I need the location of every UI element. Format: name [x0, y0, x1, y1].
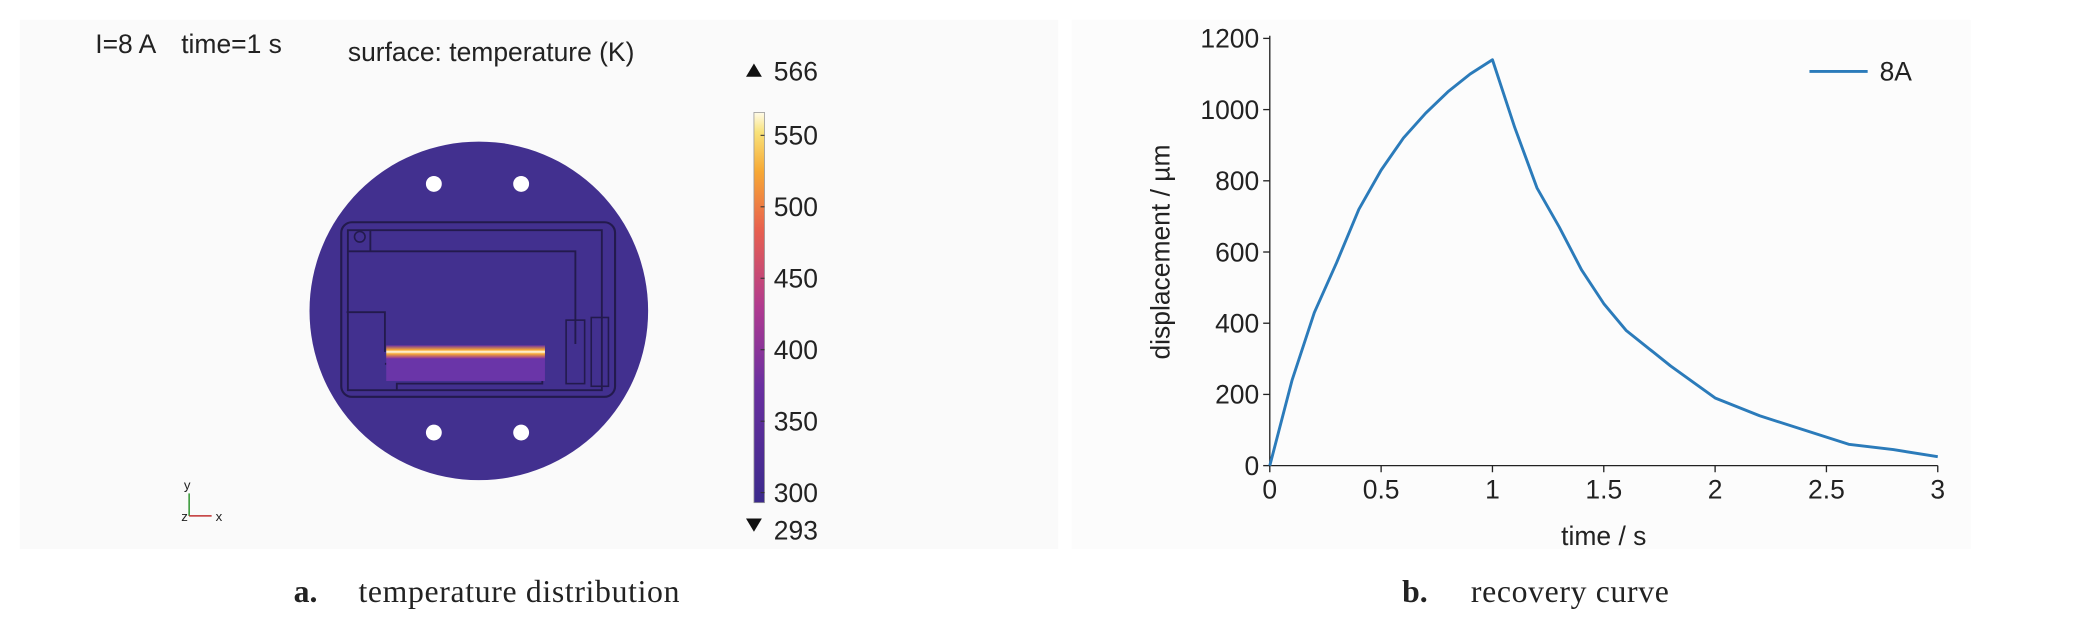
colorbar-gradient [753, 112, 765, 504]
y-tick-label: 400 [1215, 308, 1259, 338]
heated-strip [386, 345, 545, 359]
colorbar-tick-label: 500 [774, 192, 818, 222]
caption-label: b. [1402, 574, 1428, 609]
hole [513, 424, 530, 441]
hole [425, 175, 442, 192]
hole [425, 424, 442, 441]
outline-circle [353, 230, 366, 243]
panel-b-background [1071, 19, 1971, 549]
x-tick-label: 0.5 [1363, 475, 1400, 505]
chart: 0 200 400 600 800 1000 1200 0 0.5 1 1.5 2 2.5 3 time /… [1145, 24, 1945, 551]
x-tick-label: 1.5 [1585, 475, 1622, 505]
colorbar-max: 566 [774, 57, 818, 87]
colorbar: 566 293 300 350 400 450 500 550 [746, 57, 818, 546]
hole [513, 175, 530, 192]
triad-label: y [184, 477, 191, 492]
model-geometry [309, 141, 649, 481]
triad-label: x [216, 509, 223, 524]
caption-label: a. [294, 574, 318, 609]
y-tick-label: 1000 [1200, 95, 1259, 125]
x-tick-label: 1 [1485, 475, 1500, 505]
x-tick-label: 2.5 [1808, 475, 1845, 505]
triad-label: z [181, 509, 188, 524]
y-tick-label: 600 [1215, 237, 1259, 267]
colorbar-min: 293 [774, 516, 818, 546]
y-tick-label: 800 [1215, 166, 1259, 196]
colorbar-tick-label: 350 [774, 406, 818, 436]
y-tick-label: 1200 [1200, 24, 1259, 54]
disc [309, 141, 649, 481]
colorbar-tick-label: 550 [774, 121, 818, 151]
x-axis-label: time / s [1561, 521, 1646, 551]
caption-text: temperature distribution [358, 574, 680, 609]
caption-text: recovery curve [1471, 574, 1670, 609]
heated-zone [386, 357, 545, 381]
surface-title: surface: temperature (K) [348, 37, 635, 67]
x-tick-label: 0 [1262, 475, 1277, 505]
colorbar-tick-label: 400 [774, 335, 818, 365]
outline-part [565, 319, 586, 385]
max-marker [746, 63, 762, 77]
condition-current: I=8 A [95, 29, 156, 59]
colorbar-tick-label: 300 [774, 478, 818, 508]
x-tick-label: 2 [1708, 475, 1723, 505]
y-axis-label: displacement / µm [1145, 144, 1175, 359]
x-tick-label: 3 [1930, 475, 1945, 505]
line-series [1268, 58, 1938, 466]
condition-time: time=1 s [181, 29, 282, 59]
outline-inner [346, 229, 603, 392]
colorbar-tick-label: 450 [774, 264, 818, 294]
axis-triad: y z x [181, 477, 222, 524]
legend-label: 8A [1880, 57, 1913, 87]
y-tick-label: 0 [1244, 451, 1259, 481]
outline [340, 221, 617, 398]
min-marker [746, 518, 762, 532]
outline-part [590, 316, 610, 388]
y-tick-label: 200 [1215, 380, 1259, 410]
